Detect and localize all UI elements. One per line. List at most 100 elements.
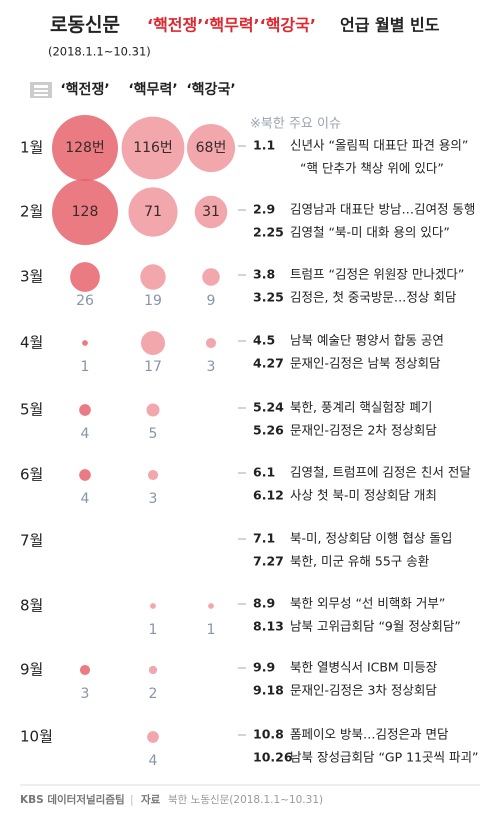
value-label: 128 <box>72 204 99 220</box>
bubble <box>79 469 91 481</box>
event-text: 문재인-김정은 2차 정상회담 <box>290 423 437 438</box>
value-label: 68번 <box>196 140 227 156</box>
newspaper-icon <box>30 82 52 98</box>
event-date: 6.1 <box>253 465 275 480</box>
event-date: 4.5 <box>253 333 275 348</box>
value-label: 26 <box>76 293 94 309</box>
event-text: 폼페이오 방북…김정은과 면담 <box>290 727 449 742</box>
bubble <box>140 264 166 290</box>
month: 10월 <box>20 728 53 746</box>
event-date: 5.26 <box>253 423 284 438</box>
event-date: 10.26 <box>253 750 293 765</box>
event-date: 3.25 <box>253 290 284 305</box>
bubble <box>52 179 118 245</box>
event-text: 북한, 풍계리 핵실험장 폐기 <box>290 400 432 415</box>
event-text: 북한 외무성 “선 비핵화 거부” <box>290 596 445 611</box>
event-text: 트럼프 “김정은 위원장 만나겠다” <box>290 267 464 282</box>
event-date: 8.13 <box>253 619 284 634</box>
bubble <box>82 340 88 346</box>
footer-source-label: 자료 <box>141 793 161 806</box>
month: 3월 <box>20 268 43 286</box>
event-date: 1.1 <box>253 138 275 153</box>
event-text: 북한 열병식서 ICBM 미등장 <box>290 660 438 675</box>
value-label: 4 <box>149 753 158 769</box>
value-label: 5 <box>149 426 158 442</box>
month: 2월 <box>20 203 43 221</box>
legend-label: ‘핵전쟁’ <box>60 81 109 98</box>
bubble <box>52 115 118 181</box>
bubble <box>121 116 185 180</box>
value-label: 2 <box>149 686 158 702</box>
event-date: 5.24 <box>253 400 284 415</box>
bubble <box>194 195 228 229</box>
month: 9월 <box>20 661 43 679</box>
month: 8월 <box>20 597 43 615</box>
event-text: 김영남과 대표단 방남…김여정 동행 <box>290 202 475 217</box>
bubble <box>205 337 217 349</box>
event-text: 문재인-김정은 3차 정상회담 <box>290 683 437 698</box>
event-date: 7.1 <box>253 531 275 546</box>
footer-credit: KBS 데이터저널리즘팀 <box>20 793 125 806</box>
event-text: 신년사 “올림픽 대표단 파견 용의” <box>290 138 468 153</box>
bubble <box>79 404 91 416</box>
bubble <box>128 187 178 237</box>
bubble <box>202 268 220 286</box>
note: ※북한 주요 이슈 <box>250 117 341 132</box>
event-date: 9.18 <box>253 683 284 698</box>
bubble <box>140 330 166 356</box>
event-text: 김정은, 첫 중국방문…정상 회담 <box>290 290 457 305</box>
event-date: 9.9 <box>253 660 275 675</box>
value-label: 1 <box>149 622 158 638</box>
month: 4월 <box>20 334 43 352</box>
value-label: 31 <box>202 204 220 220</box>
value-label: 1 <box>81 359 90 375</box>
event-text: 사상 첫 북-미 정상회담 개최 <box>290 488 437 503</box>
month: 6월 <box>20 466 43 484</box>
value-label: 1 <box>207 622 216 638</box>
subtitle: (2018.1.1~10.31) <box>48 45 151 59</box>
event-text: “핵 단추가 책상 위에 있다” <box>300 161 444 176</box>
event-text: 북한, 미군 유해 55구 송환 <box>290 554 430 569</box>
bubble <box>208 603 214 609</box>
event-date: 3.8 <box>253 267 275 282</box>
event-text: 북-미, 정상회담 이행 협상 돌입 <box>290 531 452 546</box>
event-date: 4.27 <box>253 356 284 371</box>
bubble <box>79 664 91 676</box>
footer-separator: | <box>130 794 134 806</box>
event-text: 문재인-김정은 남북 정상회담 <box>290 356 441 371</box>
value-label: 17 <box>144 359 162 375</box>
event-date: 6.12 <box>253 488 284 503</box>
value-label: 3 <box>149 491 158 507</box>
bubble <box>146 403 160 417</box>
legend-label: ‘핵무력’ <box>128 82 177 98</box>
value-label: 4 <box>81 426 90 442</box>
event-text: 남북 고위급회담 “9월 정상회담” <box>290 619 461 634</box>
chart-title: 언급 월별 빈도 <box>340 16 440 35</box>
event-text: 김영철, 트럼프에 김정은 친서 전달 <box>290 465 471 480</box>
month: 1월 <box>20 139 43 157</box>
legend-label: ‘핵강국’ <box>186 81 235 98</box>
event-text: 남북 장성급회담 “GP 11곳씩 파괴” <box>290 750 478 765</box>
value-label: 116번 <box>133 140 173 156</box>
value-label: 4 <box>81 491 90 507</box>
event-text: 남북 예술단 평양서 합동 공연 <box>290 333 444 348</box>
value-label: 9 <box>207 293 216 309</box>
event-date: 2.9 <box>253 202 275 217</box>
event-date: 2.25 <box>253 225 284 240</box>
title-terms: ‘핵전쟁’‘핵무력’‘핵강국’ <box>147 16 316 35</box>
bubble <box>150 603 156 609</box>
bubble <box>147 469 159 481</box>
event-date: 8.9 <box>253 596 275 611</box>
bubble <box>70 262 100 292</box>
value-label: 3 <box>81 686 90 702</box>
footer-source: 북한 노동신문(2018.1.1~10.31) <box>168 794 323 806</box>
event-date: 7.27 <box>253 554 284 569</box>
title-source: 로동신문 <box>50 14 120 36</box>
month: 5월 <box>20 401 43 419</box>
event-text: 김영철 “북-미 대화 용의 있다” <box>290 225 450 240</box>
value-label: 3 <box>207 359 216 375</box>
month: 7월 <box>20 532 43 550</box>
event-date: 10.8 <box>253 727 284 742</box>
value-label: 19 <box>144 293 162 309</box>
